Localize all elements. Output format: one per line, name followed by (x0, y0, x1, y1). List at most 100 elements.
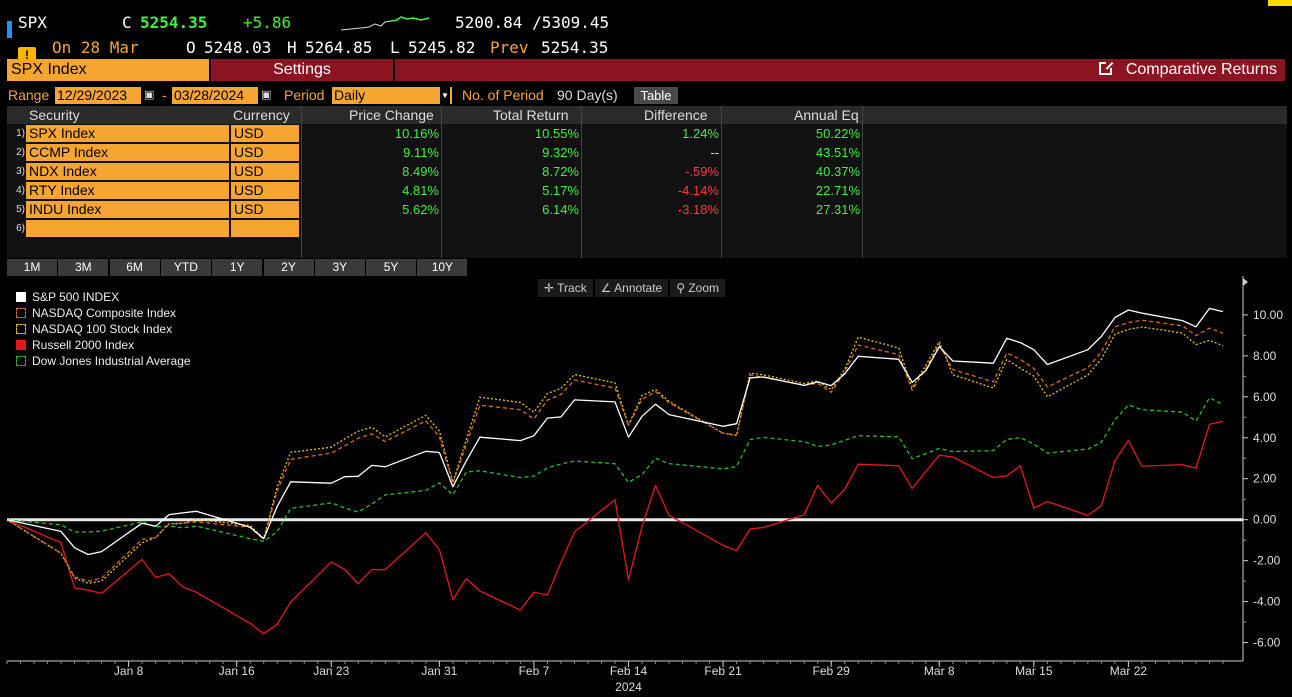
tab-bar: SPX Index Settings Comparative Returns (0, 59, 1292, 81)
y-tick-label: 10.00 (1253, 308, 1283, 322)
col-header-difference[interactable]: Difference (644, 107, 708, 123)
legend-entry-indu[interactable]: Dow Jones Industrial Average (16, 354, 191, 369)
cell-difference: -.59% (685, 164, 719, 179)
col-header-annual-eq[interactable]: Annual Eq (794, 107, 859, 123)
period-button-2y[interactable]: 2Y (263, 259, 314, 276)
period-button-3m[interactable]: 3M (58, 259, 109, 276)
table-row[interactable]: 2) CCMP Index USD 9.11% 9.32% -- 43.51% (7, 144, 1287, 163)
table-row[interactable]: 4) RTY Index USD 4.81% 5.17% -4.14% 22.71% (7, 182, 1287, 201)
col-header-total-return[interactable]: Total Return (493, 107, 569, 123)
close-price: 5254.35 (140, 13, 208, 32)
comparative-returns-chart[interactable]: -6.00 -4.00 -2.00 0.00 2.00 4.00 6.00 8.00 10.00… (0, 276, 1292, 697)
function-title-text: Comparative Returns (1125, 61, 1277, 78)
cell-currency[interactable]: USD (231, 125, 299, 142)
legend-label: Dow Jones Industrial Average (32, 354, 191, 368)
start-date-field[interactable]: 12/29/2023 (55, 87, 141, 104)
y-tick-label: 6.00 (1253, 390, 1277, 404)
high-price: 5264.85 (305, 38, 373, 57)
calendar-icon[interactable]: ▣ (144, 89, 155, 101)
table-button[interactable]: Table (634, 87, 678, 104)
col-header-price-change[interactable]: Price Change (349, 107, 434, 123)
prev-price: 5254.35 (541, 38, 609, 57)
open-price: 5248.03 (204, 38, 272, 57)
table-row[interactable]: 6) (7, 220, 1287, 239)
cell-security[interactable]: INDU Index (26, 201, 229, 218)
pencil-icon: ∠ (600, 281, 615, 295)
cell-security[interactable] (26, 220, 229, 237)
open-label: O (186, 38, 196, 57)
cell-currency[interactable]: USD (231, 201, 299, 218)
cell-price-change: 9.11% (403, 145, 439, 160)
ticker[interactable]: SPX (18, 13, 47, 32)
legend-entry-ndx[interactable]: NASDAQ 100 Stock Index (16, 322, 172, 337)
x-year-label: 2024 (615, 680, 642, 694)
x-tick-label: Feb 7 (519, 664, 550, 678)
day-range: 5200.84 /5309.45 (455, 13, 610, 32)
column-divider (581, 106, 582, 258)
row-number: 6) (16, 223, 25, 234)
period-button-ytd[interactable]: YTD (160, 259, 211, 276)
period-button-1m[interactable]: 1M (7, 259, 57, 276)
chevron-down-icon: ▼ (440, 87, 450, 104)
column-divider (301, 106, 302, 258)
tab-security[interactable]: SPX Index (7, 59, 209, 81)
period-select[interactable]: Daily ▼ (332, 87, 452, 104)
num-period-label: No. of Period (462, 87, 544, 103)
cell-security[interactable]: RTY Index (26, 182, 229, 199)
x-tick-label: Jan 16 (219, 664, 255, 678)
col-header-security[interactable]: Security (29, 107, 80, 123)
cell-security[interactable]: NDX Index (26, 163, 229, 180)
cell-currency[interactable]: USD (231, 163, 299, 180)
prev-label: Prev (490, 38, 529, 57)
track-label: Track (557, 281, 587, 295)
chart-toolbar: ✛ Track ∠ Annotate ⚲ Zoom (538, 279, 726, 297)
controls-row: Range 12/29/2023 ▣ - 03/28/2024 ▣ Period… (0, 86, 1292, 104)
legend-entry-ccmp[interactable]: NASDAQ Composite Index (16, 306, 176, 321)
period-button-1y[interactable]: 1Y (212, 259, 263, 276)
num-period-value[interactable]: 90 Day(s) (557, 87, 618, 103)
row-number: 1) (16, 128, 25, 139)
end-date-field[interactable]: 03/28/2024 (172, 87, 258, 104)
table-row[interactable]: 5) INDU Index USD 5.62% 6.14% -3.18% 27.31% (7, 201, 1287, 220)
tab-settings[interactable]: Settings (211, 59, 393, 81)
zoom-tool[interactable]: ⚲ Zoom (670, 279, 726, 297)
cell-currency[interactable]: USD (231, 144, 299, 161)
col-header-currency[interactable]: Currency (233, 107, 290, 123)
x-tick-label: Mar 8 (924, 664, 955, 678)
legend-entry-rty[interactable]: Russell 2000 Index (16, 338, 134, 353)
security-header: SPX C 5254.35 +5.86 5200.84 /5309.45 ! O… (0, 0, 1292, 63)
zoom-label: Zoom (688, 281, 720, 295)
x-tick-label: Feb 14 (610, 664, 648, 678)
returns-table: Security Currency Price Change Total Ret… (7, 106, 1287, 258)
series-line-spx (6, 307, 1224, 556)
cell-price-change: 10.16% (394, 126, 439, 141)
table-row[interactable]: 1) SPX Index USD 10.16% 10.55% 1.24% 50.22% (7, 125, 1287, 144)
y-tick-label: -2.00 (1253, 554, 1281, 568)
legend-entry-spx[interactable]: S&P 500 INDEX (16, 290, 119, 305)
legend-swatch (16, 324, 26, 334)
x-tick-label: Feb 29 (812, 664, 850, 678)
cell-currency[interactable]: USD (231, 182, 299, 199)
quote-date: On 28 Mar (52, 38, 139, 57)
table-row[interactable]: 3) NDX Index USD 8.49% 8.72% -.59% 40.37% (7, 163, 1287, 182)
cell-currency[interactable] (231, 220, 299, 237)
cell-annual-eq: 43.51% (815, 145, 860, 160)
track-tool[interactable]: ✛ Track (538, 279, 593, 297)
period-button-3y[interactable]: 3Y (314, 259, 365, 276)
period-button-6m[interactable]: 6M (109, 259, 160, 276)
legend-label: NASDAQ Composite Index (32, 306, 177, 320)
cell-security[interactable]: SPX Index (26, 125, 229, 142)
calendar-icon[interactable]: ▣ (261, 89, 272, 101)
cell-annual-eq: 50.22% (815, 126, 860, 141)
column-divider (862, 106, 863, 258)
low-price: 5245.82 (408, 38, 476, 57)
function-title[interactable]: Comparative Returns (1098, 59, 1277, 81)
high-label: H (287, 38, 297, 57)
y-axis-arrow (1243, 278, 1248, 286)
cell-price-change: 5.62% (402, 202, 439, 217)
column-divider (721, 106, 722, 258)
annotate-tool[interactable]: ∠ Annotate (594, 279, 669, 297)
period-button-10y[interactable]: 10Y (417, 259, 468, 276)
cell-security[interactable]: CCMP Index (26, 144, 229, 161)
period-button-5y[interactable]: 5Y (366, 259, 417, 276)
